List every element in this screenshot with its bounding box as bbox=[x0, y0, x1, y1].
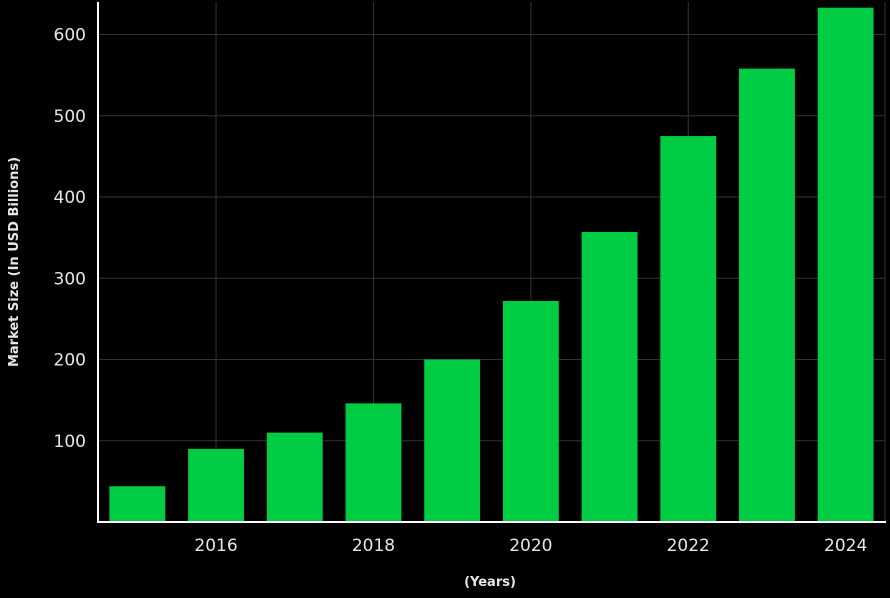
y-tick-label: 200 bbox=[54, 351, 86, 371]
x-tick-labels: 2016 2018 2020 2022 2024 bbox=[194, 536, 867, 556]
y-tick-label: 300 bbox=[54, 269, 86, 289]
bar-2018 bbox=[345, 403, 402, 522]
x-tick-label: 2018 bbox=[352, 536, 395, 556]
y-tick-label: 500 bbox=[54, 107, 86, 127]
bar-2019 bbox=[424, 359, 481, 522]
y-axis-title: Market Size (In USD Billions) bbox=[7, 157, 22, 367]
bars bbox=[109, 7, 874, 522]
x-tick-label: 2024 bbox=[824, 536, 867, 556]
bar-2022 bbox=[660, 136, 717, 522]
y-tick-label: 100 bbox=[54, 432, 86, 452]
x-tick-label: 2022 bbox=[667, 536, 710, 556]
y-tick-label: 600 bbox=[54, 26, 86, 46]
bar-2020 bbox=[502, 301, 559, 522]
y-tick-labels: 100 200 300 400 500 600 bbox=[54, 26, 86, 452]
y-tick-label: 400 bbox=[54, 188, 86, 208]
axes bbox=[97, 2, 886, 523]
bar-2015 bbox=[109, 486, 166, 522]
x-tick-label: 2016 bbox=[194, 536, 237, 556]
bar-2016 bbox=[188, 448, 244, 522]
x-axis-title: (Years) bbox=[464, 575, 516, 590]
bar-2024 bbox=[817, 7, 874, 522]
bar-2023 bbox=[739, 68, 795, 522]
x-tick-label: 2020 bbox=[509, 536, 552, 556]
bar-2021 bbox=[581, 231, 638, 522]
bar-2017 bbox=[266, 432, 323, 522]
